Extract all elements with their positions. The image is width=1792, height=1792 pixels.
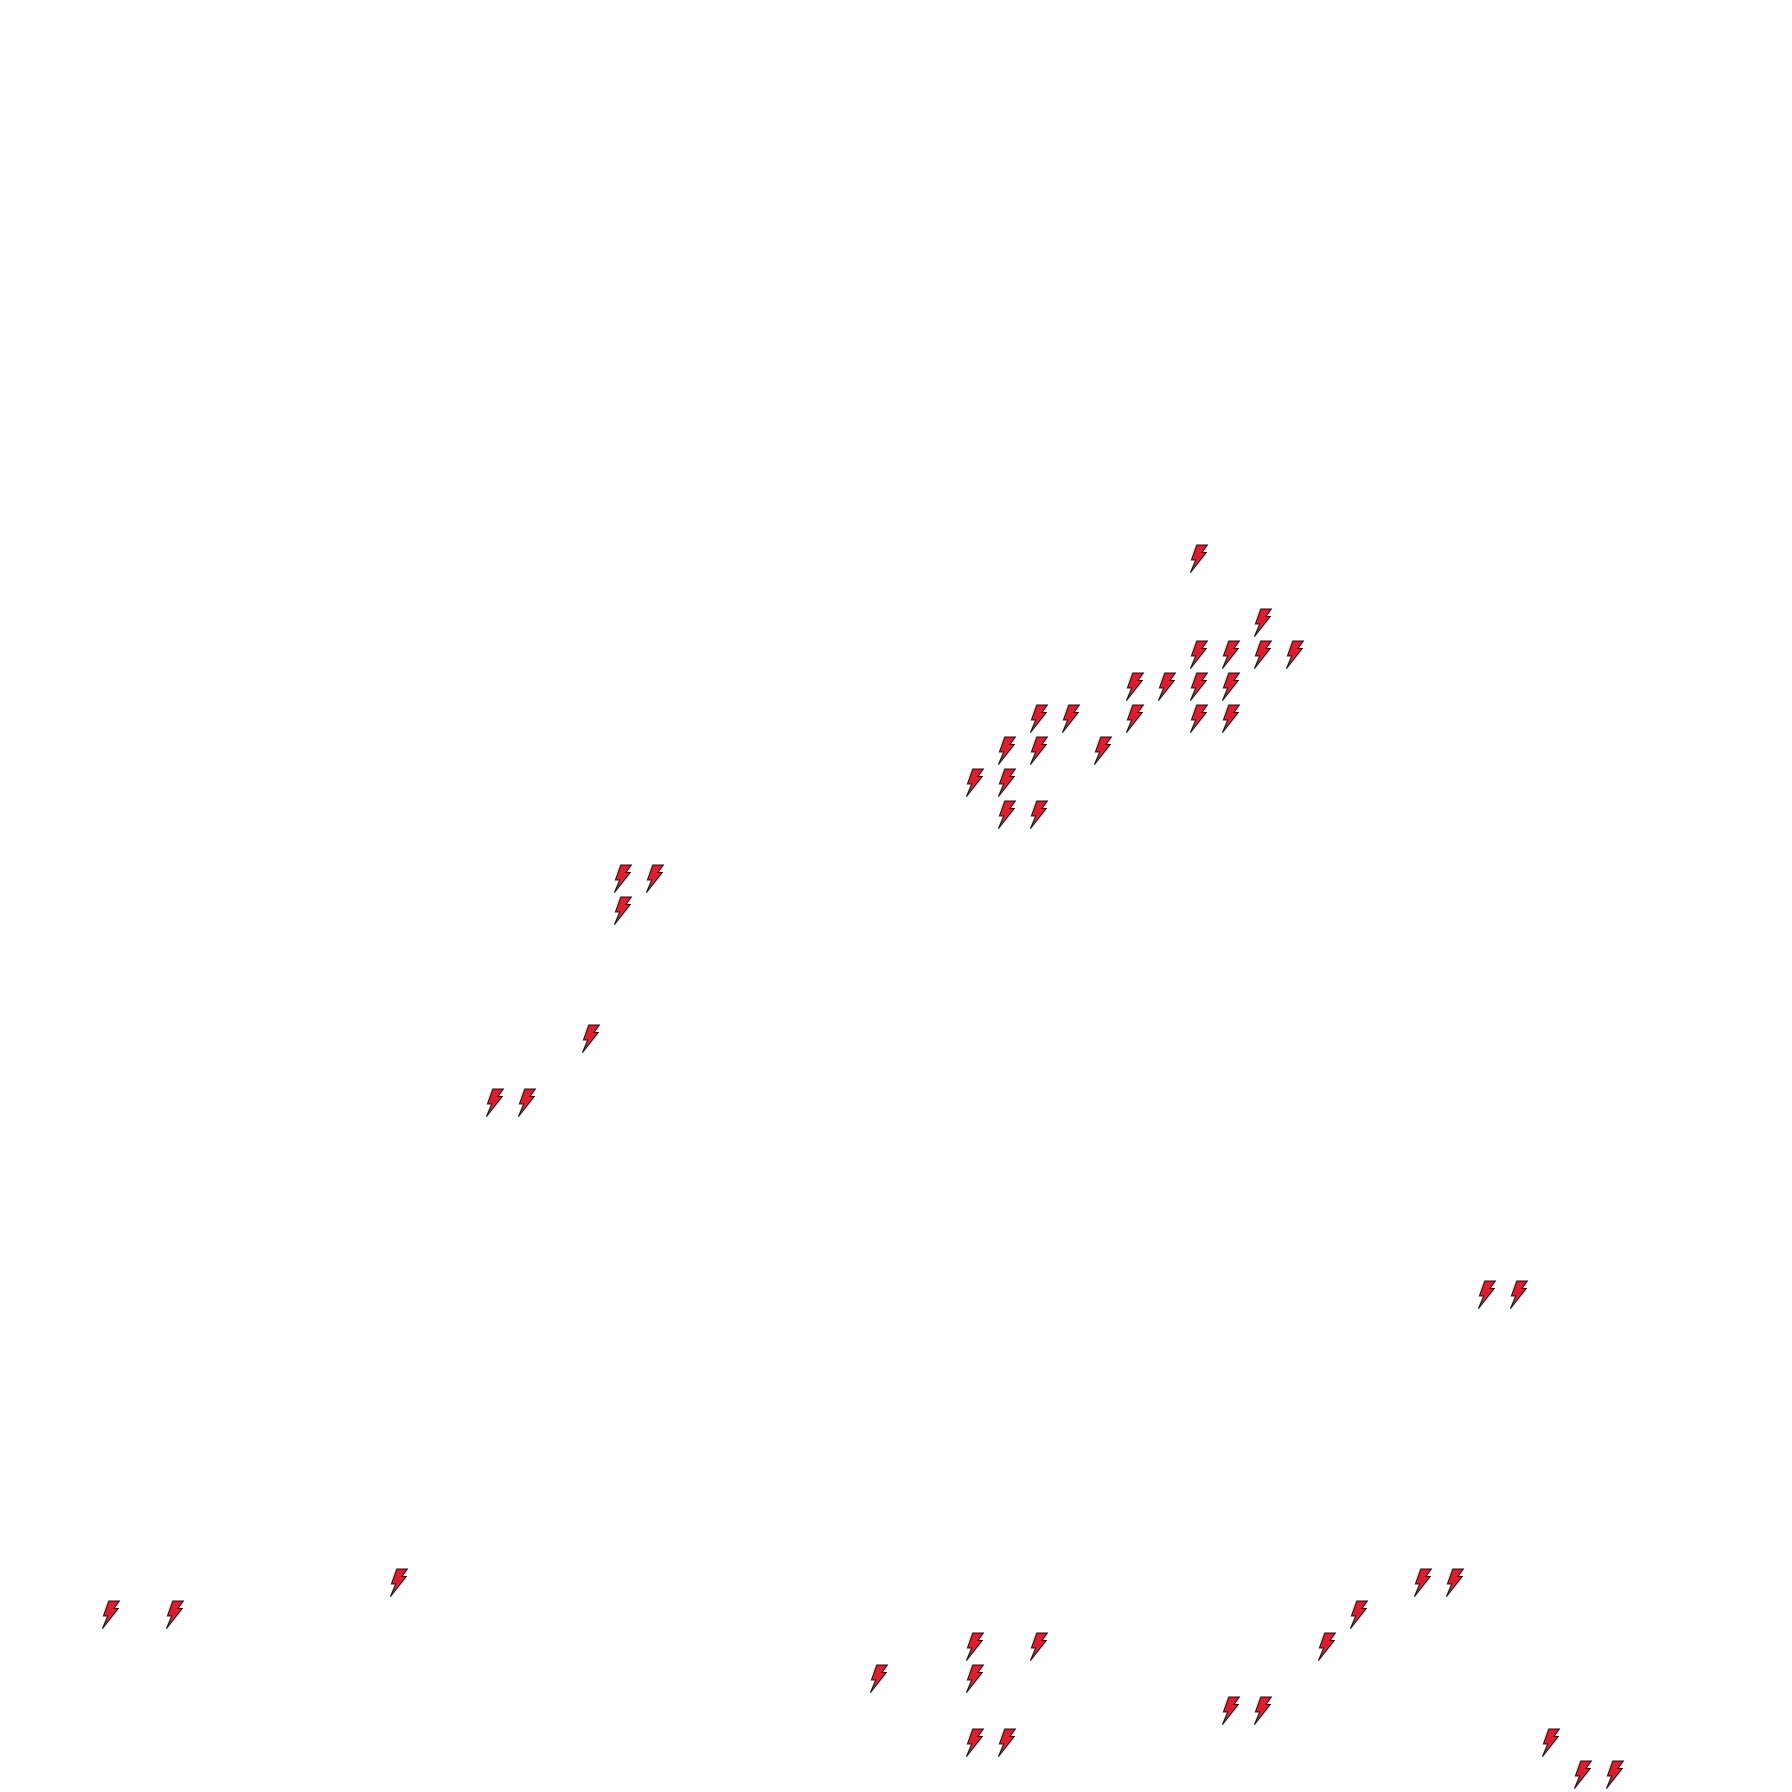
map [0,0,1792,1792]
map-background [0,0,1792,1792]
page: (() => { const data = JSON.parse(documen… [0,0,1792,1792]
